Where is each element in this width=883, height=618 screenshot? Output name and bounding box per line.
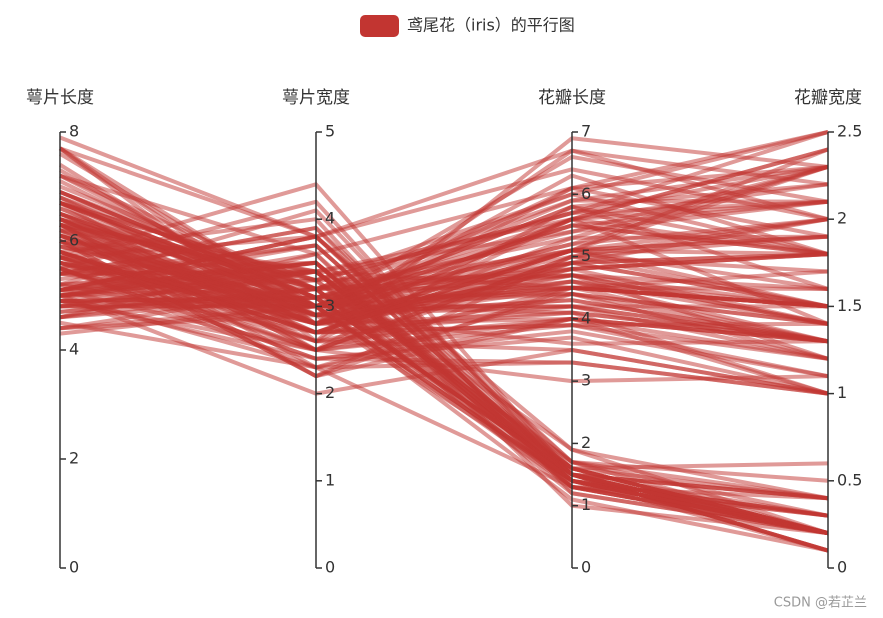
- data-line: [59, 266, 829, 396]
- data-line: [59, 130, 829, 257]
- tick-label: 1: [581, 495, 591, 514]
- data-line: [59, 130, 829, 283]
- tick-label: 2: [325, 383, 335, 402]
- tick-label: 4: [69, 340, 79, 359]
- tick-label: 8: [69, 122, 79, 141]
- tick-label: 0: [69, 558, 79, 577]
- tick-label: 2: [837, 209, 847, 228]
- axis-name: 花瓣宽度: [794, 88, 862, 108]
- data-line: [59, 173, 829, 291]
- watermark: CSDN @若芷兰: [774, 595, 867, 611]
- tick-label: 0.5: [837, 470, 862, 489]
- data-line: [59, 222, 829, 352]
- tick-label: 2.5: [837, 122, 862, 141]
- axis-name: 萼片长度: [26, 88, 94, 108]
- tick-label: 5: [581, 246, 591, 265]
- data-line: [59, 211, 829, 309]
- tick-label: 1.5: [837, 296, 862, 315]
- tick-label: 6: [581, 184, 591, 203]
- data-line: [59, 234, 829, 335]
- tick-label: 4: [325, 209, 335, 228]
- tick-label: 5: [325, 122, 335, 141]
- data-line: [59, 288, 829, 384]
- data-line: [59, 239, 829, 379]
- tick-label: 0: [581, 558, 591, 577]
- tick-label: 6: [69, 231, 79, 250]
- data-line: [59, 164, 829, 274]
- tick-label: 0: [837, 558, 847, 577]
- tick-label: 7: [581, 122, 591, 141]
- tick-label: 1: [837, 383, 847, 402]
- tick-label: 1: [325, 470, 335, 489]
- data-line: [59, 182, 829, 326]
- legend-label[interactable]: 鸢尾花（iris）的平行图: [407, 16, 575, 35]
- tick-label: 2: [69, 449, 79, 468]
- data-line: [59, 239, 829, 309]
- data-line: [59, 135, 829, 239]
- tick-label: 2: [581, 433, 591, 452]
- tick-label: 4: [581, 308, 591, 327]
- tick-label: 0: [325, 558, 335, 577]
- data-line: [59, 146, 829, 239]
- tick-label: 3: [325, 296, 335, 315]
- axis-name: 花瓣长度: [538, 88, 606, 108]
- axis-name: 萼片宽度: [282, 88, 350, 108]
- legend-swatch[interactable]: [360, 15, 399, 37]
- tick-label: 3: [581, 371, 591, 390]
- data-line: [59, 244, 829, 309]
